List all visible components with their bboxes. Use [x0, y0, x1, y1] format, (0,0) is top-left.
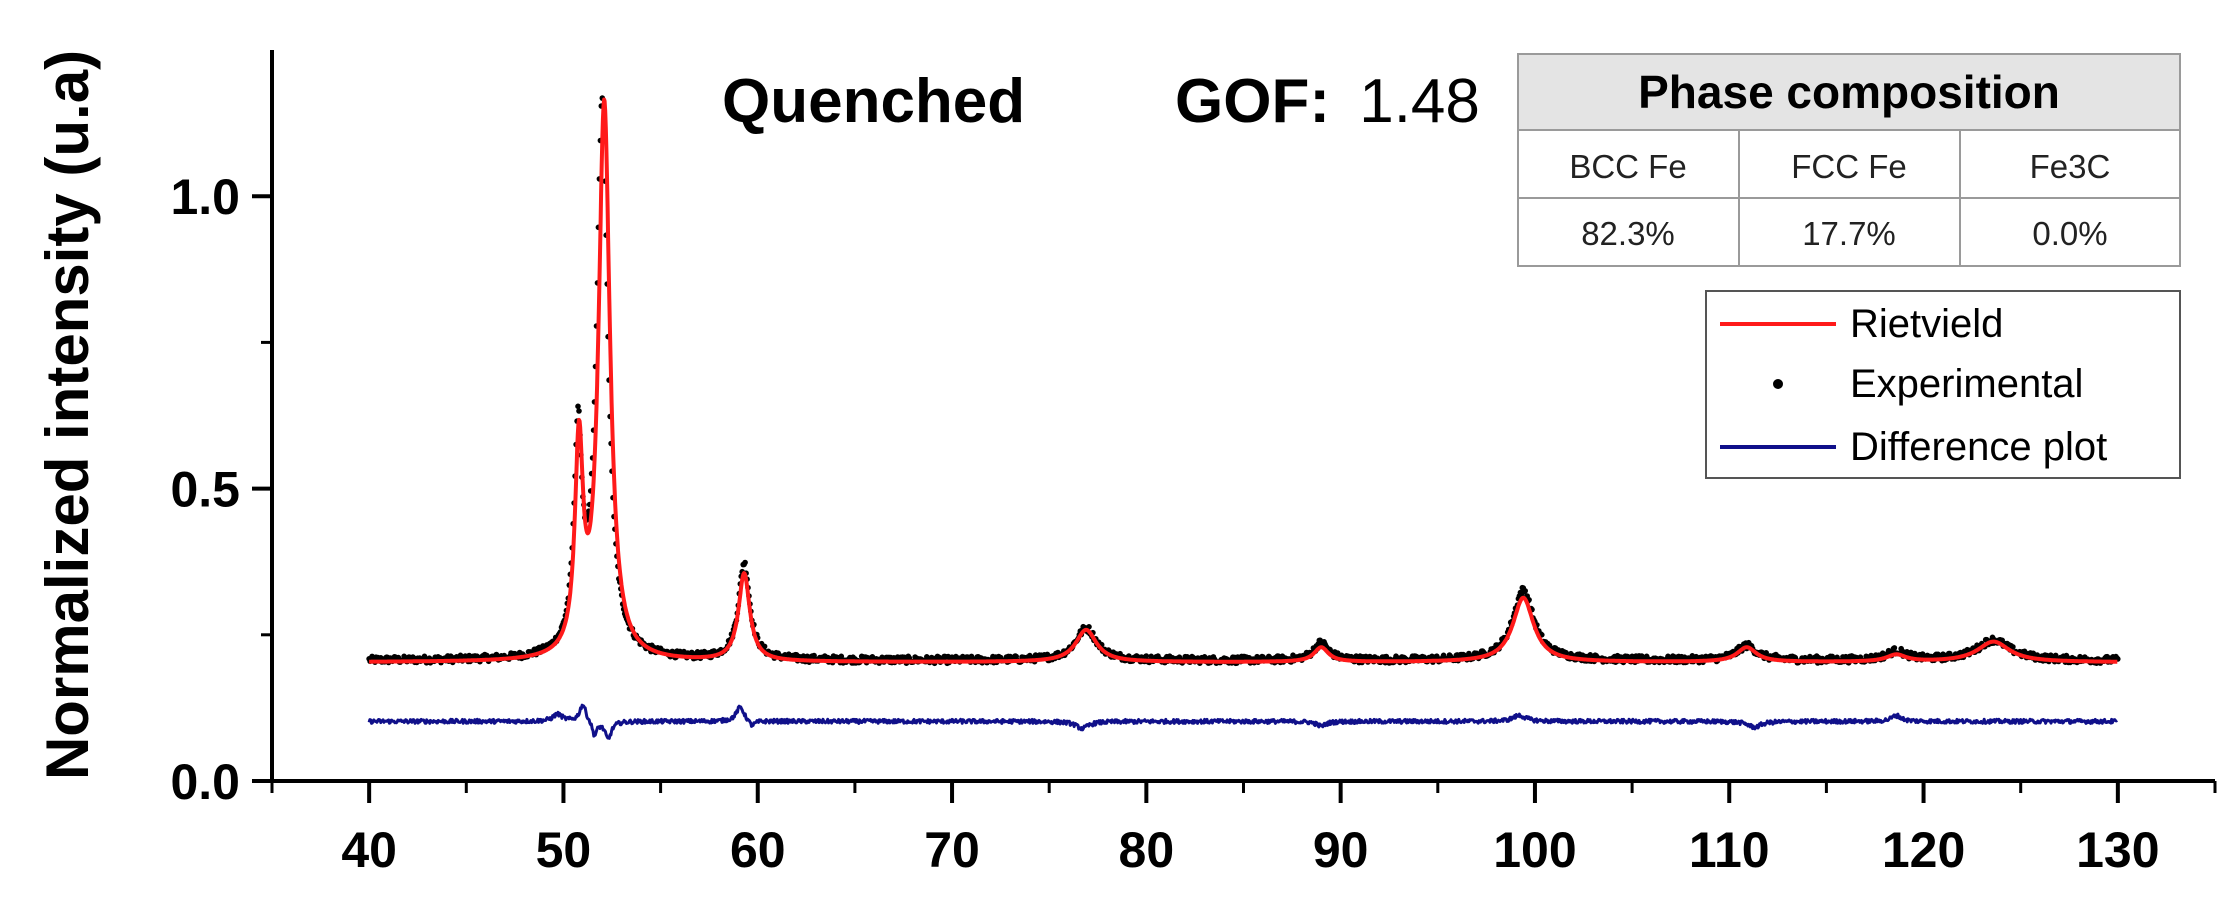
- y-tick-label-2: 1.0: [170, 169, 240, 225]
- gof-value: 1.48: [1359, 67, 1480, 136]
- experimental-point: [1143, 653, 1150, 659]
- table-title: Phase composition: [1638, 66, 2060, 118]
- x-tick-label-9: 130: [2076, 822, 2159, 878]
- table-value-bcc: 82.3%: [1581, 215, 1675, 252]
- table-header-fcc: FCC Fe: [1791, 148, 1907, 185]
- x-tick-label-1: 50: [536, 822, 592, 878]
- table-value-fe3c: 0.0%: [2032, 215, 2107, 252]
- experimental-point: [761, 643, 768, 650]
- x-tick-label-7: 110: [1689, 822, 1770, 878]
- experimental-point: [838, 653, 845, 660]
- x-ticks: 40 50 60 70 80 90 100 110 120 130: [270, 781, 2217, 878]
- experimental-point: [1891, 645, 1898, 651]
- x-tick-label-3: 70: [924, 822, 980, 878]
- experimental-point: [575, 403, 581, 410]
- legend: Rietvield Experimental Difference plot: [1705, 290, 2181, 479]
- x-tick-label-5: 90: [1313, 822, 1369, 878]
- experimental-point: [1563, 649, 1569, 656]
- y-tick-label-0: 0.0: [170, 754, 240, 810]
- y-axis-label: Normalized intensity (u.a): [34, 50, 101, 780]
- experimental-point: [576, 408, 582, 414]
- y-tick-label-1: 0.5: [170, 462, 240, 518]
- difference-line: [367, 703, 2118, 740]
- legend-label-experimental: Experimental: [1850, 362, 2083, 406]
- legend-swatch-experimental: [1773, 379, 1783, 389]
- experimental-point: [1176, 654, 1183, 660]
- y-ticks: 0.0 0.5 1.0: [170, 169, 272, 810]
- table-header-bcc: BCC Fe: [1569, 148, 1686, 185]
- series-difference: [367, 703, 2118, 740]
- table-header-fe3c: Fe3C: [2030, 148, 2111, 185]
- x-tick-label-4: 80: [1119, 822, 1175, 878]
- experimental-point: [1522, 588, 1528, 594]
- x-tick-label-0: 40: [341, 822, 397, 878]
- table-value-fcc: 17.7%: [1802, 215, 1896, 252]
- phase-composition-table: Phase composition BCC Fe FCC Fe Fe3C 82.…: [1517, 53, 2181, 267]
- gof-label-text: GOF:: [1175, 67, 1330, 136]
- x-tick-label-2: 60: [730, 822, 786, 878]
- experimental-point: [742, 559, 748, 566]
- legend-label-rietvield: Rietvield: [1850, 302, 2003, 346]
- experimental-point: [1201, 654, 1208, 660]
- chart-title: Quenched: [722, 67, 1025, 136]
- gof-label: GOF: 1.48: [1175, 67, 1480, 136]
- x-tick-label-8: 120: [1882, 822, 1965, 878]
- legend-label-difference: Difference plot: [1850, 425, 2107, 469]
- x-tick-label-6: 100: [1493, 822, 1576, 878]
